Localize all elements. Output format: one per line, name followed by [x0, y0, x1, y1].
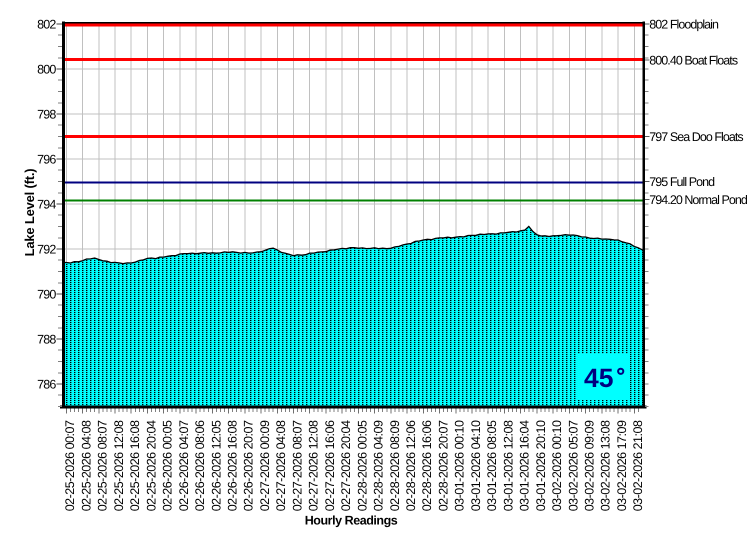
svg-text:788: 788 [37, 332, 56, 346]
svg-text:02-25-2026 00:07: 02-25-2026 00:07 [63, 420, 77, 511]
svg-text:03-02-2026 09:09: 03-02-2026 09:09 [583, 420, 597, 511]
svg-text:02-28-2026 04:09: 02-28-2026 04:09 [372, 420, 386, 511]
svg-text:800.40 Boat Floats: 800.40 Boat Floats [649, 53, 738, 67]
svg-text:03-01-2026 04:10: 03-01-2026 04:10 [469, 420, 483, 511]
svg-text:Lake Level (ft.): Lake Level (ft.) [22, 169, 37, 257]
svg-text:02-26-2026 04:07: 02-26-2026 04:07 [177, 420, 191, 511]
svg-text:03-01-2026 08:05: 03-01-2026 08:05 [485, 420, 499, 511]
svg-text:02-25-2026 08:07: 02-25-2026 08:07 [96, 420, 110, 511]
svg-text:03-02-2026 05:07: 03-02-2026 05:07 [566, 420, 580, 511]
svg-text:03-01-2026 16:04: 03-01-2026 16:04 [518, 420, 532, 511]
svg-text:03-02-2026 00:10: 03-02-2026 00:10 [550, 420, 564, 511]
svg-text:794: 794 [37, 197, 56, 211]
svg-text:797 Sea Doo Floats: 797 Sea Doo Floats [649, 130, 743, 144]
svg-text:802: 802 [37, 17, 56, 31]
svg-text:03-01-2026 20:10: 03-01-2026 20:10 [534, 420, 548, 511]
svg-text:02-25-2026 16:08: 02-25-2026 16:08 [128, 420, 142, 511]
svg-text:02-25-2026 04:08: 02-25-2026 04:08 [79, 420, 93, 511]
svg-text:02-26-2026 00:05: 02-26-2026 00:05 [161, 420, 175, 511]
svg-text:786: 786 [37, 377, 56, 391]
svg-text:Hourly Readings: Hourly Readings [305, 514, 398, 528]
svg-text:790: 790 [37, 287, 56, 301]
svg-text:792: 792 [37, 242, 56, 256]
svg-text:02-25-2026 20:04: 02-25-2026 20:04 [144, 420, 158, 511]
svg-text:794.20 Normal Pond: 794.20 Normal Pond [649, 193, 748, 207]
svg-text:795 Full Pond: 795 Full Pond [649, 175, 715, 189]
svg-text:45: 45 [584, 363, 613, 393]
svg-text:02-27-2026 16:06: 02-27-2026 16:06 [323, 420, 337, 511]
svg-text:02-27-2026 04:08: 02-27-2026 04:08 [274, 420, 288, 511]
svg-text:02-26-2026 08:06: 02-26-2026 08:06 [193, 420, 207, 511]
svg-text:03-01-2026 12:08: 03-01-2026 12:08 [501, 420, 515, 511]
svg-text:03-02-2026 13:08: 03-02-2026 13:08 [599, 420, 613, 511]
svg-text:03-02-2026 21:08: 03-02-2026 21:08 [631, 420, 645, 511]
svg-text:03-02-2026 17:09: 03-02-2026 17:09 [615, 420, 629, 511]
svg-text:02-27-2026 08:07: 02-27-2026 08:07 [290, 420, 304, 511]
svg-text:796: 796 [37, 152, 56, 166]
svg-text:02-27-2026 20:04: 02-27-2026 20:04 [339, 420, 353, 511]
svg-text:02-28-2026 00:05: 02-28-2026 00:05 [355, 420, 369, 511]
svg-text:02-27-2026 00:09: 02-27-2026 00:09 [258, 420, 272, 511]
svg-text:02-26-2026 16:08: 02-26-2026 16:08 [226, 420, 240, 511]
svg-text:800: 800 [37, 62, 56, 76]
svg-text:03-01-2026 00:10: 03-01-2026 00:10 [453, 420, 467, 511]
svg-text:02-28-2026 16:06: 02-28-2026 16:06 [420, 420, 434, 511]
svg-text:02-26-2026 12:05: 02-26-2026 12:05 [209, 420, 223, 511]
svg-text:02-28-2026 08:09: 02-28-2026 08:09 [388, 420, 402, 511]
svg-text:02-28-2026 20:07: 02-28-2026 20:07 [436, 420, 450, 511]
svg-text:802 Floodplain: 802 Floodplain [649, 17, 719, 31]
svg-text:02-26-2026 20:07: 02-26-2026 20:07 [242, 420, 256, 511]
svg-text:02-25-2026 12:08: 02-25-2026 12:08 [112, 420, 126, 511]
svg-text:02-27-2026 12:08: 02-27-2026 12:08 [307, 420, 321, 511]
svg-text:02-28-2026 12:06: 02-28-2026 12:06 [404, 420, 418, 511]
svg-text:798: 798 [37, 107, 56, 121]
